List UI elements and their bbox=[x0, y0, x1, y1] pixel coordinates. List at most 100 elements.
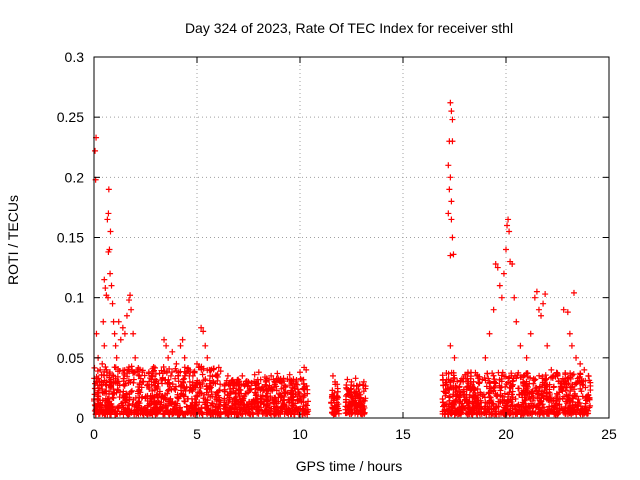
noise-point bbox=[497, 387, 504, 394]
noise-point bbox=[166, 379, 173, 386]
noise-point bbox=[94, 396, 101, 403]
noise-point bbox=[544, 409, 551, 416]
data-point bbox=[494, 264, 501, 271]
noise-point bbox=[509, 383, 516, 390]
noise-point bbox=[230, 385, 237, 392]
data-point bbox=[200, 328, 207, 335]
noise-point bbox=[149, 368, 156, 375]
noise-point bbox=[141, 372, 148, 379]
noise-point bbox=[467, 369, 474, 376]
noise-point bbox=[110, 372, 116, 379]
noise-point bbox=[167, 372, 174, 379]
noise-point bbox=[123, 397, 130, 404]
noise-point bbox=[134, 400, 141, 407]
data-point bbox=[447, 252, 454, 259]
noise-point bbox=[152, 410, 159, 417]
noise-point bbox=[154, 391, 161, 398]
data-point bbox=[127, 292, 134, 299]
noise-point bbox=[172, 375, 179, 382]
noise-point bbox=[296, 393, 303, 400]
noise-point bbox=[125, 411, 132, 418]
data-point bbox=[204, 354, 211, 361]
noise-point bbox=[538, 391, 545, 398]
noise-point bbox=[562, 384, 569, 391]
noise-point bbox=[485, 389, 492, 396]
noise-point bbox=[185, 395, 192, 402]
noise-point bbox=[124, 405, 131, 412]
noise-point bbox=[486, 379, 493, 386]
x-tick-label: 5 bbox=[193, 426, 201, 442]
noise-point bbox=[348, 402, 355, 409]
noise-point bbox=[305, 398, 312, 405]
data-point bbox=[123, 312, 130, 319]
noise-point bbox=[214, 373, 221, 380]
noise-point bbox=[515, 385, 522, 392]
data-point bbox=[554, 372, 561, 379]
noise-point bbox=[490, 372, 497, 379]
noise-point bbox=[517, 374, 524, 381]
noise-point bbox=[269, 386, 276, 393]
noise-point bbox=[499, 407, 506, 414]
y-tick-label: 0.25 bbox=[57, 109, 84, 125]
noise-point bbox=[157, 401, 164, 408]
noise-point bbox=[221, 388, 228, 395]
noise-point bbox=[512, 406, 519, 413]
noise-point bbox=[526, 390, 533, 397]
data-point bbox=[140, 378, 147, 385]
noise-point bbox=[233, 411, 240, 418]
noise-point bbox=[335, 405, 342, 412]
data-point bbox=[448, 198, 455, 205]
noise-point bbox=[226, 396, 233, 403]
noise-point bbox=[493, 392, 500, 399]
noise-point bbox=[448, 400, 455, 407]
noise-point bbox=[96, 410, 103, 417]
noise-point bbox=[277, 392, 284, 399]
noise-point bbox=[207, 372, 214, 379]
data-point bbox=[329, 372, 336, 379]
noise-point bbox=[289, 387, 296, 394]
data-point bbox=[474, 372, 481, 379]
noise-point bbox=[202, 401, 209, 408]
noise-point bbox=[221, 397, 228, 404]
noise-point bbox=[439, 410, 446, 417]
noise-point bbox=[550, 406, 557, 413]
noise-point bbox=[548, 403, 555, 410]
data-point bbox=[448, 108, 455, 115]
noise-point bbox=[195, 364, 202, 371]
noise-point bbox=[213, 395, 220, 402]
noise-point bbox=[460, 406, 467, 413]
noise-point bbox=[139, 393, 146, 400]
data-point bbox=[506, 228, 513, 235]
data-points bbox=[91, 99, 594, 418]
noise-point bbox=[105, 398, 112, 405]
noise-point bbox=[267, 393, 274, 400]
noise-point bbox=[485, 375, 492, 382]
noise-point bbox=[91, 391, 98, 398]
noise-point bbox=[115, 368, 122, 375]
noise-point bbox=[154, 394, 161, 401]
data-point bbox=[101, 342, 108, 349]
noise-point bbox=[246, 399, 253, 406]
noise-point bbox=[169, 369, 176, 376]
noise-point bbox=[550, 383, 557, 390]
noise-point bbox=[540, 404, 547, 411]
noise-point bbox=[450, 369, 457, 376]
noise-point bbox=[252, 400, 259, 407]
y-tick-label: 0.3 bbox=[65, 49, 85, 65]
noise-point bbox=[362, 385, 369, 392]
noise-point bbox=[276, 390, 283, 397]
noise-point bbox=[452, 408, 459, 415]
noise-point bbox=[445, 386, 452, 393]
noise-point bbox=[128, 363, 135, 370]
noise-point bbox=[173, 367, 180, 374]
data-point bbox=[119, 324, 126, 331]
noise-point bbox=[297, 375, 304, 382]
noise-point bbox=[521, 397, 528, 404]
noise-point bbox=[203, 409, 210, 416]
data-point bbox=[109, 300, 116, 307]
noise-point bbox=[152, 364, 159, 371]
noise-point bbox=[246, 386, 253, 393]
noise-point bbox=[130, 396, 137, 403]
data-point bbox=[531, 294, 538, 301]
noise-point bbox=[361, 397, 368, 404]
